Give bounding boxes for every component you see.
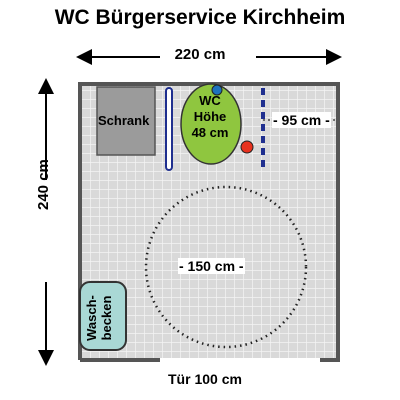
grab-bar-left (166, 88, 172, 170)
side-clearance-label: - 95 cm - (272, 112, 331, 128)
door-label: Tür 100 cm (168, 371, 242, 387)
wc-label-line-1: WC (182, 93, 238, 109)
page-title: WC Bürgerservice Kirchheim (0, 6, 400, 30)
wc-label-line-3: 48 cm (182, 125, 238, 141)
width-dimension-label: 220 cm (0, 46, 400, 63)
flush-button-red (241, 141, 253, 153)
waschbecken-label: Wasch- becken (84, 294, 114, 342)
wc-label-line-2: Höhe (182, 109, 238, 125)
waschbecken-label-line-2: becken (99, 294, 114, 342)
schrank-label: Schrank (98, 113, 149, 128)
wc-label: WC Höhe 48 cm (182, 93, 238, 141)
turning-circle-label: - 150 cm - (178, 258, 245, 274)
height-dimension-label: 240 cm (35, 159, 52, 210)
waschbecken-label-line-1: Wasch- (84, 294, 99, 342)
